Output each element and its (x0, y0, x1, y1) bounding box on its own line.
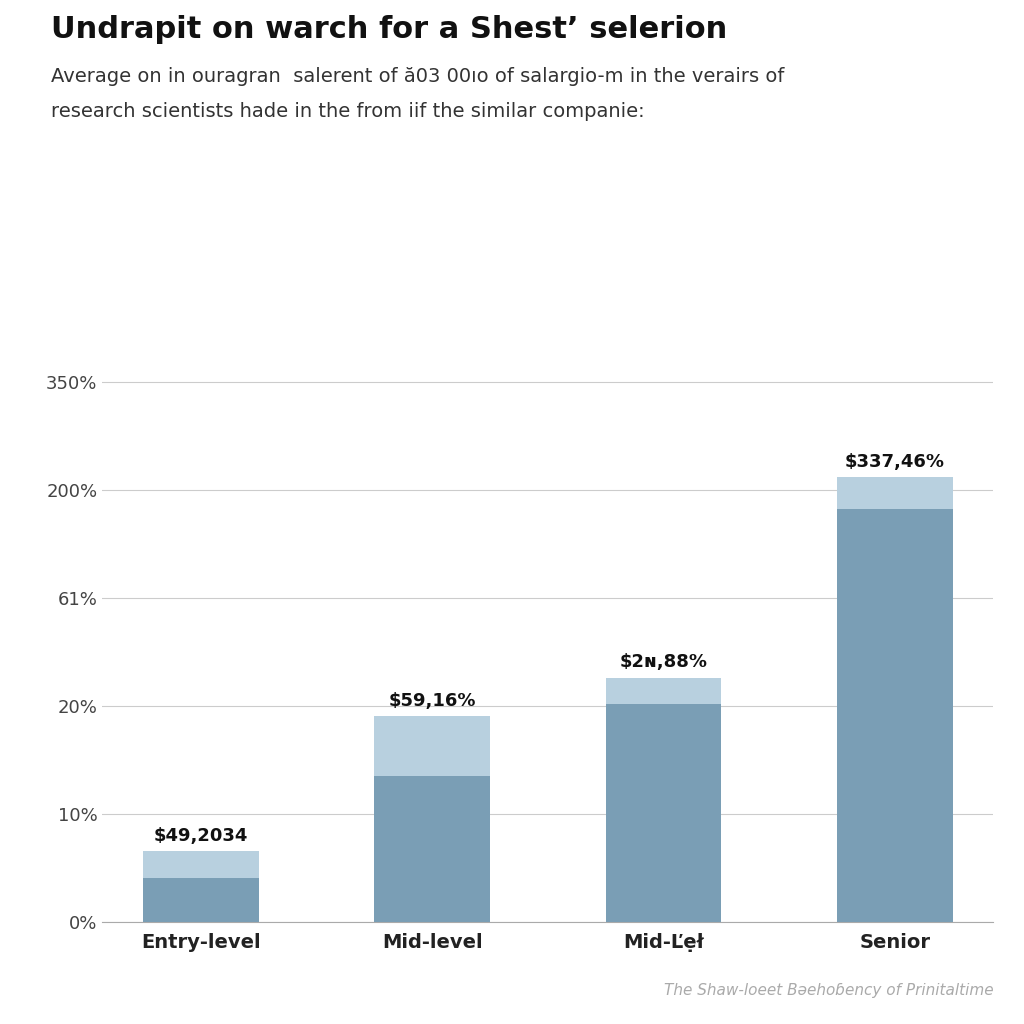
Text: research scientists hade in the from iif the similar companie:: research scientists hade in the from iif… (51, 102, 645, 122)
Text: $49,2034: $49,2034 (154, 827, 248, 845)
Bar (375, 717, 490, 776)
Bar (605, 705, 721, 922)
Bar (375, 776, 490, 922)
Text: $59,16%: $59,16% (388, 692, 476, 710)
Text: $2ɴ,88%: $2ɴ,88% (620, 653, 708, 672)
Bar (605, 678, 721, 705)
Text: The Shaw-loeet Bəehoɓency of Prinitaltime: The Shaw-loeet Bəehoɓency of Prinitaltim… (664, 983, 993, 998)
Bar (143, 879, 259, 922)
Text: Undrapit on warch for a Shest’ selerion: Undrapit on warch for a Shest’ selerion (51, 15, 727, 44)
Text: $337,46%: $337,46% (845, 453, 945, 471)
Bar (837, 477, 952, 509)
Bar (143, 851, 259, 879)
Text: Average on in ouragran  salerent of ă03 00ıo of salargio-m in the verairs of: Average on in ouragran salerent of ă03 0… (51, 67, 784, 86)
Bar (837, 509, 952, 922)
